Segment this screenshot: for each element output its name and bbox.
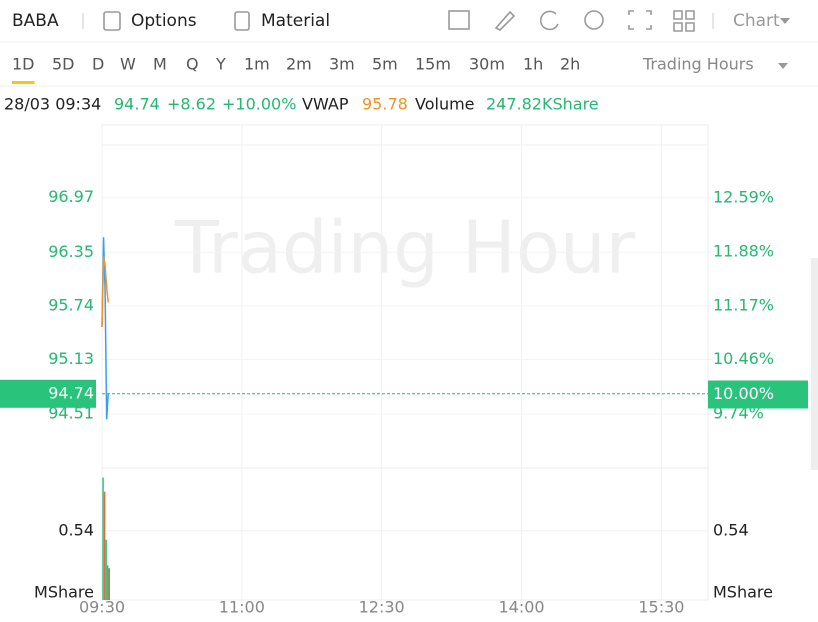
y2-tick-label: 11.88% xyxy=(713,241,774,260)
period-tab[interactable]: Q xyxy=(186,55,199,74)
period-tab[interactable]: 15m xyxy=(415,55,451,74)
period-tab[interactable]: Y xyxy=(215,55,226,74)
material-tab[interactable]: Material xyxy=(261,11,330,31)
period-bar: 1D 5D D W M Q Y 1m 2m 3m 5m 15m 30m 1h 2h xyxy=(12,55,580,84)
volume-unit: MShare xyxy=(34,583,94,602)
y-tick-label: 96.35 xyxy=(48,242,94,261)
period-tab[interactable]: 30m xyxy=(469,55,505,74)
y-tick-label: 96.97 xyxy=(48,187,94,206)
volume-bar xyxy=(105,539,107,600)
session-select[interactable]: Trading Hours xyxy=(642,55,754,74)
refresh-icon[interactable] xyxy=(539,10,559,31)
layout-icon[interactable] xyxy=(673,10,695,32)
y-tick-label: 95.74 xyxy=(48,295,94,314)
period-tab[interactable]: W xyxy=(120,55,136,74)
volume-value: 247.82KShare xyxy=(486,95,599,114)
last-pct-box xyxy=(708,380,808,409)
period-tab[interactable]: 5m xyxy=(372,55,398,74)
material-icon[interactable] xyxy=(234,11,250,31)
options-icon[interactable] xyxy=(103,11,121,31)
options-tab[interactable]: Options xyxy=(131,11,197,31)
y2-tick-label: 10.46% xyxy=(713,349,774,368)
period-tab[interactable]: 1h xyxy=(523,55,543,74)
x-tick-label: 14:00 xyxy=(498,598,544,617)
chart-menu[interactable]: Chart xyxy=(733,11,780,31)
volume-tick-label: 0.54 xyxy=(713,520,749,539)
symbol[interactable]: BABA xyxy=(12,11,59,31)
volume-bar xyxy=(106,565,109,600)
last-price-box xyxy=(0,379,96,408)
indicator-icon[interactable] xyxy=(448,10,470,30)
last-price-label: 94.74 xyxy=(48,383,94,402)
period-tab[interactable]: 3m xyxy=(329,55,355,74)
volume-bar xyxy=(108,568,111,600)
y-tick-label: 95.13 xyxy=(48,349,94,368)
period-tab[interactable]: M xyxy=(153,55,167,74)
volume-label: Volume xyxy=(415,95,475,114)
volume-bar xyxy=(103,491,106,600)
y2-tick-label: 11.17% xyxy=(713,295,774,314)
period-tab[interactable]: 2h xyxy=(560,55,580,74)
scroll-handle[interactable] xyxy=(811,258,818,470)
change: +8.62 xyxy=(167,95,216,114)
active-underline xyxy=(12,81,35,84)
dropdown-arrow xyxy=(780,18,790,24)
vwap-label: VWAP xyxy=(302,95,349,114)
period-tab[interactable]: 2m xyxy=(286,55,312,74)
draw-icon[interactable] xyxy=(494,10,516,31)
change-pct: +10.00% xyxy=(222,95,296,114)
dropdown-arrow xyxy=(778,63,788,69)
vwap-value: 95.78 xyxy=(362,95,408,114)
x-tick-label: 09:30 xyxy=(79,598,125,617)
period-tab[interactable]: D xyxy=(92,55,104,74)
price: 94.74 xyxy=(114,95,160,114)
y2-tick-label: 12.59% xyxy=(713,188,774,207)
fullscreen-icon[interactable] xyxy=(628,10,652,30)
volume-unit: MShare xyxy=(713,583,773,602)
last-pct-label: 10.00% xyxy=(713,384,774,403)
period-tab[interactable]: 1D xyxy=(12,55,35,74)
period-tab[interactable]: 5D xyxy=(52,55,75,74)
watermark: Trading Hour xyxy=(174,206,636,290)
time: 28/03 09:34 xyxy=(4,95,101,114)
volume-bar xyxy=(102,477,104,600)
chart: Trading Hour 09:30 11:00 12:30 14:00 15:30 96.… xyxy=(0,124,808,617)
settings-icon[interactable] xyxy=(584,10,604,30)
period-tab[interactable]: 1m xyxy=(244,55,270,74)
price-line xyxy=(101,256,109,327)
x-tick-label: 12:30 xyxy=(359,598,405,617)
y-tick-label: 94.51 xyxy=(48,404,94,423)
volume-tick-label: 0.54 xyxy=(58,520,94,539)
x-tick-label: 15:30 xyxy=(638,598,684,617)
x-tick-label: 11:00 xyxy=(219,598,265,617)
plot-frame xyxy=(101,124,709,601)
